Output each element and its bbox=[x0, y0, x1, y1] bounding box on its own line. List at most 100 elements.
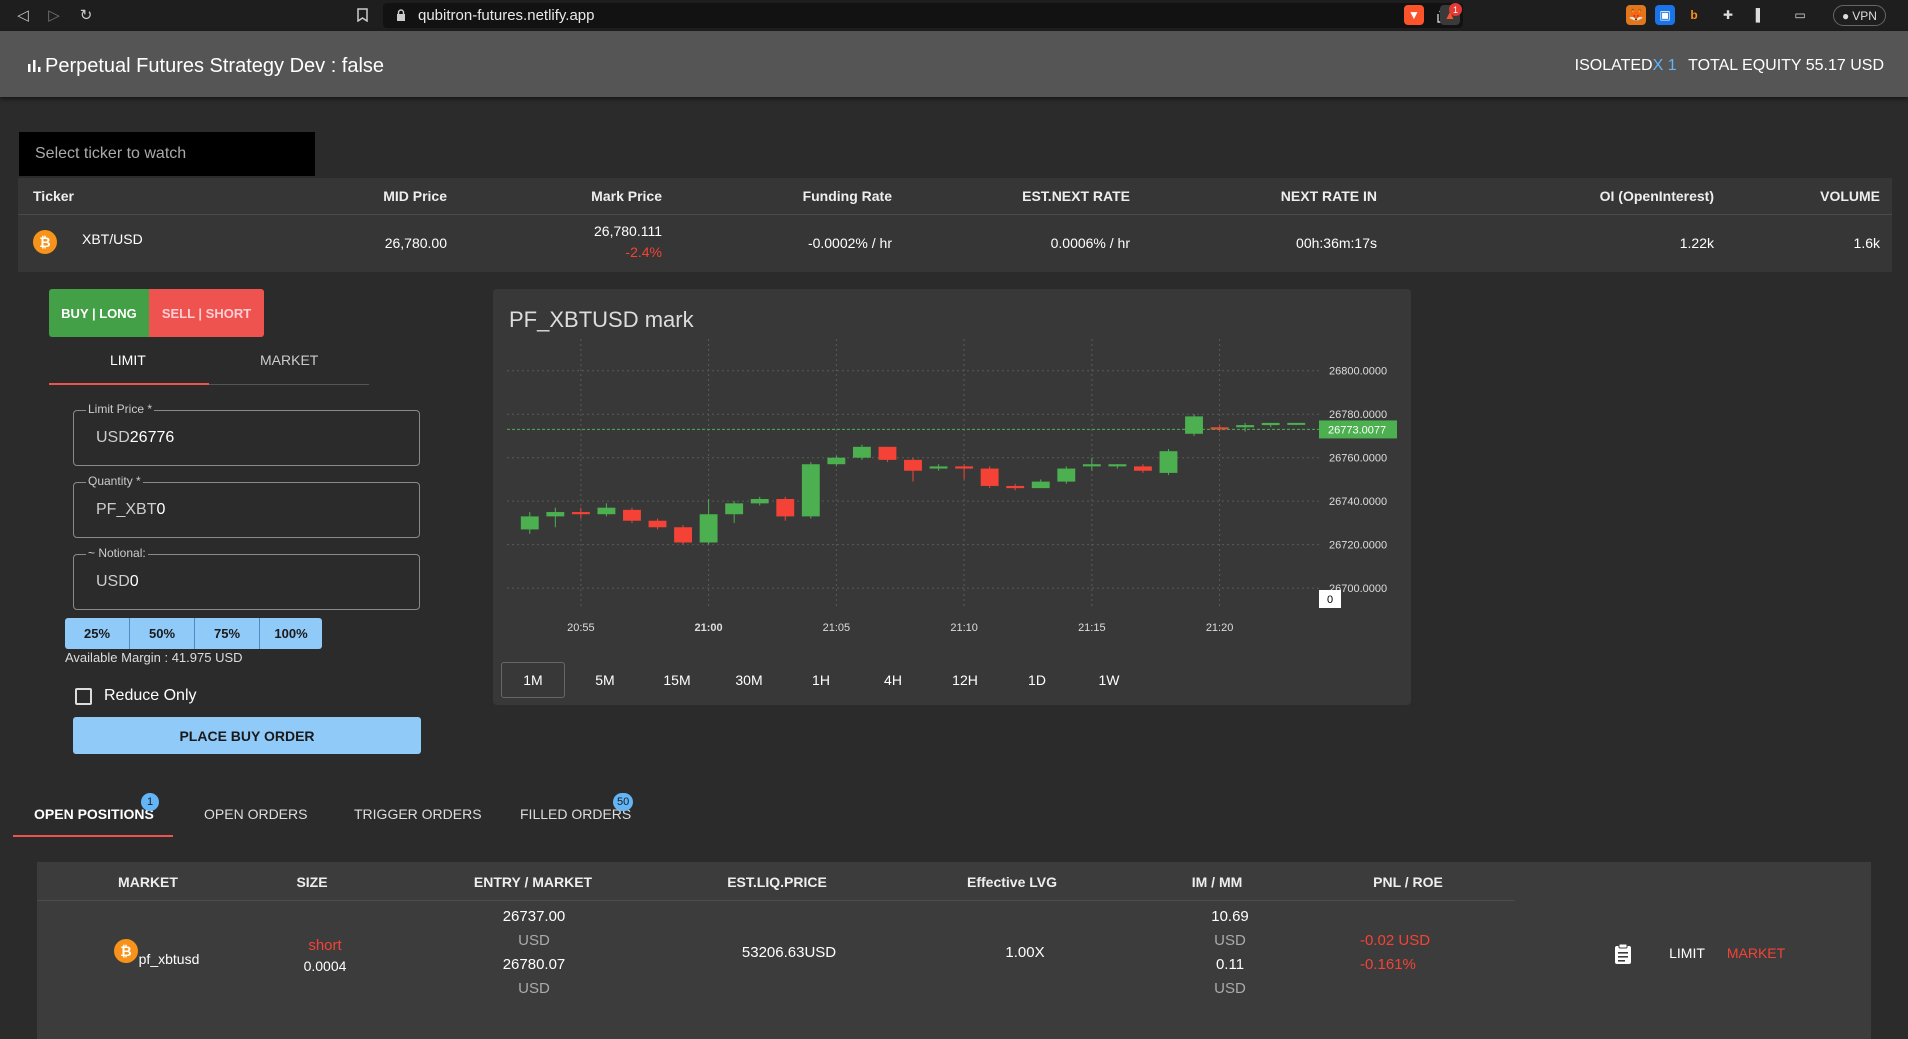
quantity-field[interactable]: Quantity * PF_XBT0 bbox=[73, 474, 420, 538]
notional-field[interactable]: ~ Notional: USD0 bbox=[73, 546, 420, 610]
forward-icon[interactable]: ▷ bbox=[48, 7, 60, 24]
candle-body bbox=[648, 520, 667, 528]
close-limit-button[interactable]: LIMIT bbox=[1669, 945, 1705, 961]
timeframe-5m-button[interactable]: 5M bbox=[595, 672, 615, 688]
brave-shield-icon[interactable]: ▼ bbox=[1404, 5, 1424, 25]
candlestick-chart[interactable]: 26800.0000 26780.0000 26760.0000 26740.0000… bbox=[493, 289, 1411, 649]
timeframe-1d-button[interactable]: 1D bbox=[1028, 672, 1046, 688]
close-market-button[interactable]: MARKET bbox=[1726, 945, 1786, 961]
tab-filled-orders[interactable]: FILLED ORDERS bbox=[520, 806, 632, 822]
pct-50-button[interactable]: 50% bbox=[130, 618, 195, 649]
extension-b-icon[interactable]: b bbox=[1690, 8, 1698, 22]
candle-body bbox=[955, 466, 974, 469]
limit-price-prefix: USD bbox=[96, 429, 130, 446]
vpn-button[interactable]: ● VPN bbox=[1833, 5, 1886, 26]
address-bar[interactable]: qubitron-futures.netlify.app bbox=[383, 3, 1463, 28]
wallet-icon[interactable]: ▭ bbox=[1794, 8, 1806, 22]
tab-trigger-orders[interactable]: TRIGGER ORDERS bbox=[354, 806, 482, 822]
sell-short-button[interactable]: SELL | SHORT bbox=[149, 289, 264, 337]
candle-body bbox=[520, 516, 539, 530]
app-title: Perpetual Futures Strategy Dev : false bbox=[28, 55, 384, 78]
timeframe-12h-button[interactable]: 12H bbox=[952, 672, 978, 688]
maintenance-margin: 0.11 bbox=[1215, 956, 1245, 973]
clipboard-icon[interactable] bbox=[1613, 943, 1633, 965]
buy-long-button[interactable]: BUY | LONG bbox=[49, 289, 149, 337]
timeframe-1m-button[interactable]: 1M bbox=[501, 662, 565, 698]
header-mid-price: MID Price bbox=[383, 188, 447, 204]
y-tick-label: 26700.0000 bbox=[1329, 583, 1387, 595]
header-open-interest: OI (OpenInterest) bbox=[1599, 188, 1714, 204]
ticker-symbol[interactable]: XBT/USD bbox=[82, 231, 143, 247]
candle-body bbox=[1236, 425, 1255, 428]
candle-body bbox=[725, 503, 744, 515]
candle-body bbox=[1133, 466, 1152, 471]
positions-table: MARKET SIZE ENTRY / MARKET EST.LIQ.PRICE… bbox=[37, 862, 1871, 1039]
limit-price-field[interactable]: Limit Price * USD26776 bbox=[73, 402, 420, 466]
tab-market[interactable]: MARKET bbox=[260, 352, 319, 368]
candle-body bbox=[929, 466, 948, 469]
limit-price-label: Limit Price * bbox=[86, 402, 155, 416]
open-positions-badge: 1 bbox=[141, 793, 159, 811]
divider bbox=[18, 214, 1892, 215]
notional-label: ~ Notional: bbox=[86, 546, 148, 560]
timeframe-30m-button[interactable]: 30M bbox=[735, 672, 763, 688]
liq-price: 53206.63USD bbox=[741, 944, 837, 961]
notification-badge: 1 bbox=[1449, 3, 1463, 16]
lock-icon bbox=[397, 9, 405, 21]
place-order-button[interactable]: PLACE BUY ORDER bbox=[73, 717, 421, 754]
ticker-table: Ticker MID Price Mark Price Funding Rate… bbox=[18, 178, 1892, 272]
tab-open-orders[interactable]: OPEN ORDERS bbox=[204, 806, 308, 822]
candle-body bbox=[546, 512, 565, 517]
header-est-liq-price: EST.LIQ.PRICE bbox=[727, 874, 827, 890]
header-next-rate-in: NEXT RATE IN bbox=[1280, 188, 1377, 204]
sidebar-icon[interactable]: ▌ bbox=[1755, 8, 1765, 22]
leverage-value[interactable]: X 1 bbox=[1652, 57, 1677, 74]
bitcoin-icon: ₿ bbox=[114, 939, 138, 963]
bar-chart-icon bbox=[28, 60, 41, 72]
next-rate-in: 00h:36m:17s bbox=[1296, 235, 1377, 251]
reload-icon[interactable]: ↻ bbox=[79, 7, 93, 24]
mm-unit: USD bbox=[1214, 980, 1246, 997]
extension-icon[interactable]: ▣ bbox=[1655, 5, 1675, 25]
market-price: 26780.07 bbox=[502, 956, 566, 973]
mid-price: 26,780.00 bbox=[384, 235, 447, 251]
bookmark-icon[interactable] bbox=[349, 2, 375, 28]
candle-body bbox=[852, 446, 871, 458]
candle-body bbox=[980, 468, 999, 486]
timeframe-4h-button[interactable]: 4H bbox=[884, 672, 902, 688]
effective-leverage: 1.00X bbox=[1005, 944, 1045, 961]
candle-body bbox=[699, 514, 718, 543]
pct-75-button[interactable]: 75% bbox=[195, 618, 260, 649]
volume-label: 0 bbox=[1327, 594, 1333, 606]
pct-25-button[interactable]: 25% bbox=[65, 618, 130, 649]
header-im-mm: IM / MM bbox=[1191, 874, 1243, 890]
reduce-only-checkbox[interactable] bbox=[75, 688, 92, 705]
y-tick-label: 26720.0000 bbox=[1329, 540, 1387, 552]
quantity-prefix: PF_XBT bbox=[96, 501, 157, 518]
timeframe-1w-button[interactable]: 1W bbox=[1098, 672, 1120, 688]
equity-display: ISOLATEDX 1 TOTAL EQUITY 55.17 USD bbox=[1575, 57, 1884, 75]
open-interest: 1.22k bbox=[1679, 235, 1714, 251]
candle-body bbox=[827, 457, 846, 465]
timeframe-15m-button[interactable]: 15M bbox=[663, 672, 691, 688]
position-market[interactable]: pf_xbtusd bbox=[138, 951, 200, 967]
pnl-value: -0.02 USD bbox=[1360, 932, 1431, 949]
ticker-search-input[interactable]: Select ticker to watch bbox=[19, 132, 315, 176]
tab-limit[interactable]: LIMIT bbox=[110, 352, 146, 368]
tab-open-positions[interactable]: OPEN POSITIONS bbox=[34, 806, 154, 822]
last-price-tag bbox=[1319, 420, 1397, 439]
ticker-search-placeholder: Select ticker to watch bbox=[35, 145, 187, 162]
header-volume: VOLUME bbox=[1820, 188, 1880, 204]
est-next-rate: 0.0006% / hr bbox=[1050, 235, 1130, 251]
puzzle-icon[interactable]: ✚ bbox=[1722, 8, 1734, 22]
back-icon[interactable]: ◁ bbox=[17, 7, 29, 24]
candle-body bbox=[904, 459, 922, 471]
divider bbox=[37, 900, 1515, 901]
timeframe-1h-button[interactable]: 1H bbox=[812, 672, 830, 688]
candle-body bbox=[1057, 468, 1076, 482]
mark-price: 26,780.111 bbox=[594, 223, 662, 239]
pct-100-button[interactable]: 100% bbox=[260, 618, 322, 649]
candle-body bbox=[1287, 422, 1306, 425]
metamask-icon[interactable]: 🦊 bbox=[1626, 5, 1646, 25]
x-tick-label: 21:05 bbox=[823, 622, 851, 634]
